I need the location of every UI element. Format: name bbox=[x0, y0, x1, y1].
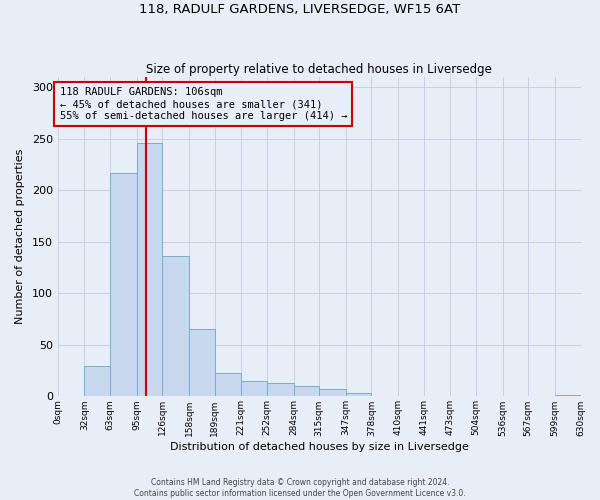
X-axis label: Distribution of detached houses by size in Liversedge: Distribution of detached houses by size … bbox=[170, 442, 469, 452]
Bar bbox=[241, 381, 267, 396]
Bar bbox=[163, 256, 189, 396]
Text: 118, RADULF GARDENS, LIVERSEDGE, WF15 6AT: 118, RADULF GARDENS, LIVERSEDGE, WF15 6A… bbox=[139, 2, 461, 16]
Bar bbox=[189, 330, 215, 396]
Bar bbox=[346, 394, 371, 396]
Text: 118 RADULF GARDENS: 106sqm
← 45% of detached houses are smaller (341)
55% of sem: 118 RADULF GARDENS: 106sqm ← 45% of deta… bbox=[59, 88, 347, 120]
Bar bbox=[293, 386, 319, 396]
Bar bbox=[85, 366, 110, 396]
Y-axis label: Number of detached properties: Number of detached properties bbox=[15, 149, 25, 324]
Title: Size of property relative to detached houses in Liversedge: Size of property relative to detached ho… bbox=[146, 63, 492, 76]
Bar bbox=[110, 173, 137, 396]
Bar bbox=[267, 383, 293, 396]
Bar bbox=[215, 372, 241, 396]
Bar bbox=[319, 389, 346, 396]
Text: Contains HM Land Registry data © Crown copyright and database right 2024.
Contai: Contains HM Land Registry data © Crown c… bbox=[134, 478, 466, 498]
Bar bbox=[137, 143, 163, 397]
